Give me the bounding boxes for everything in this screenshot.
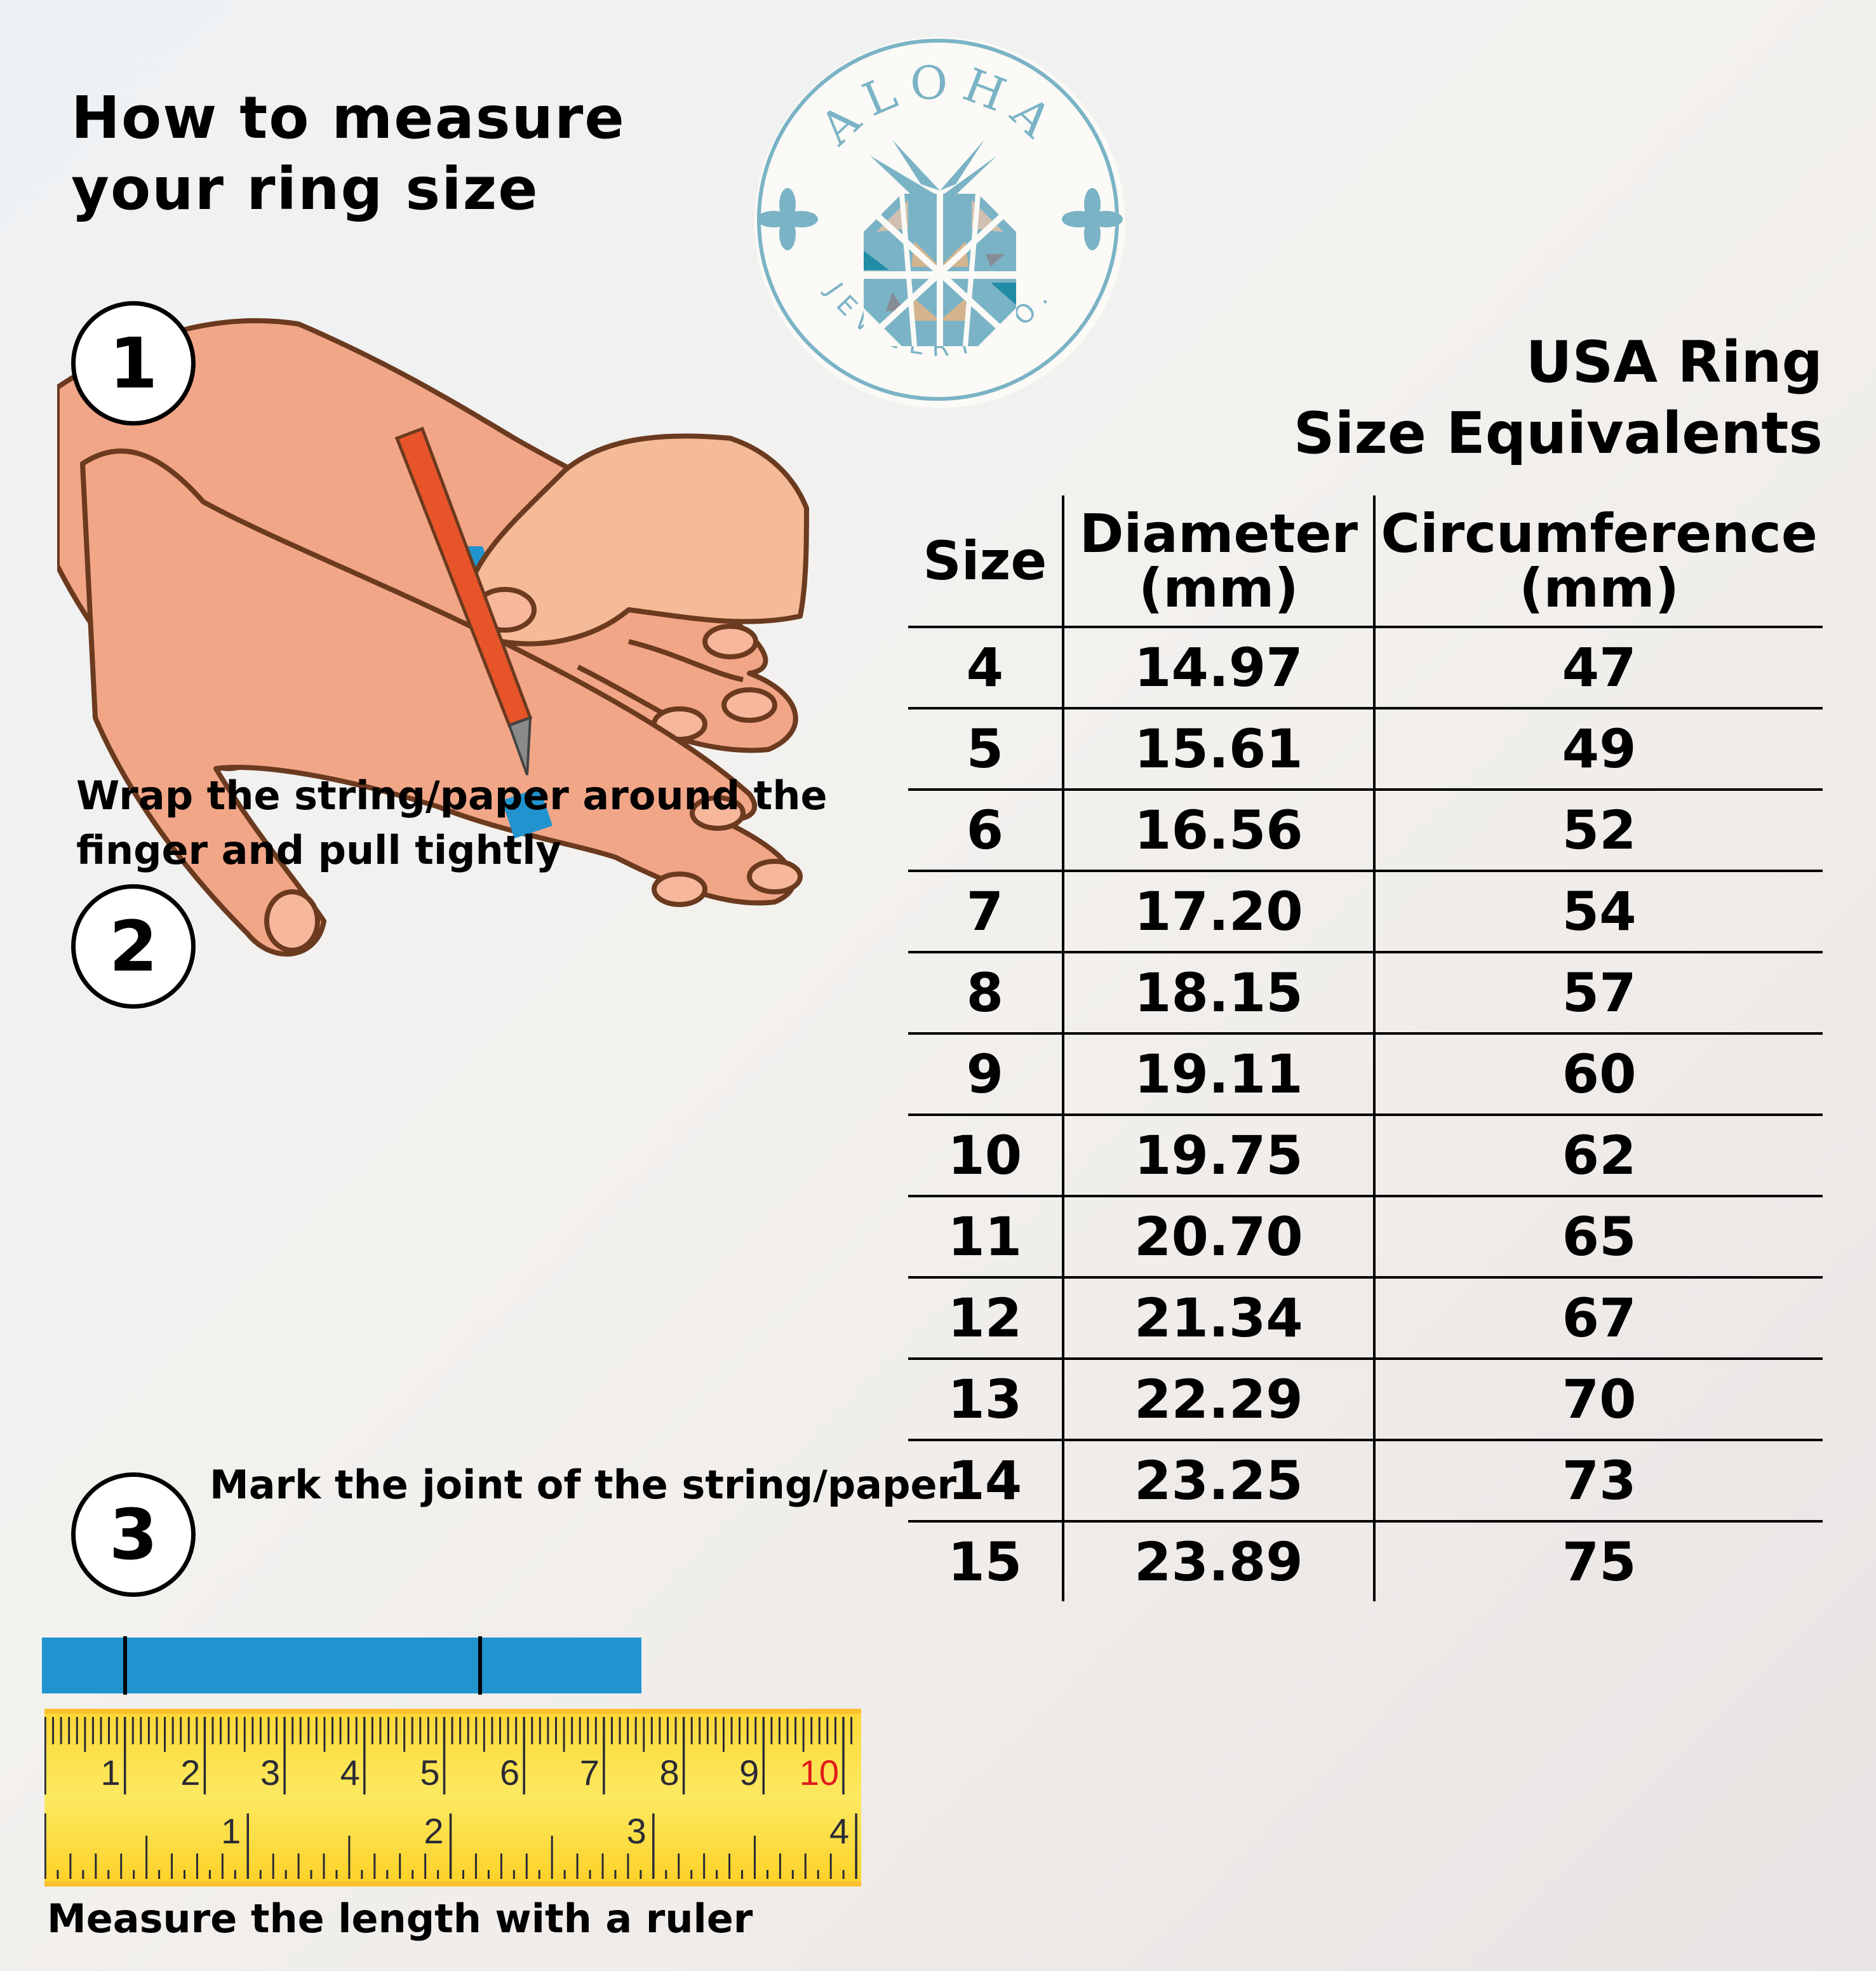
cell-diameter: 22.29 [1061,1359,1375,1441]
cell-circumference: 57 [1373,952,1823,1035]
cell-diameter: 23.89 [1061,1521,1375,1601]
cm-label: 6 [500,1752,519,1793]
cm-label: 1 [101,1752,121,1793]
cell-diameter: 19.11 [1061,1033,1375,1116]
step-3-number: 3 [71,1472,196,1597]
cell-diameter: 18.15 [1061,952,1375,1035]
cell-circumference: 49 [1373,708,1823,791]
cell-diameter: 19.75 [1061,1115,1375,1197]
table-title: USA Ring Size Equivalents [1293,329,1823,467]
cell-circumference: 67 [1373,1277,1823,1360]
cell-circumference: 73 [1373,1440,1823,1523]
cell-size: 5 [908,708,1063,791]
ring-size-table: Size Diameter (mm) Circumference (mm) 4 14.… [908,495,1823,1601]
table-row: 10 19.75 62 [908,1115,1823,1197]
hand-illustrations [57,318,809,957]
step-2-text: Mark the joint of the string/paper [210,1462,957,1508]
table-row: 15 23.89 75 [908,1521,1823,1601]
cell-diameter: 14.97 [1061,627,1375,710]
cell-size: 11 [908,1196,1063,1279]
cm-label: 8 [659,1752,679,1793]
cell-diameter: 15.61 [1061,708,1375,791]
pencil-icon [394,426,533,776]
cell-diameter: 20.70 [1061,1196,1375,1279]
table-row: 14 23.25 73 [908,1440,1823,1523]
cell-size: 14 [908,1440,1063,1523]
flower-icon [757,188,818,250]
table-row: 6 16.56 52 [908,790,1823,872]
cell-diameter: 21.34 [1061,1277,1375,1360]
cell-circumference: 62 [1373,1115,1823,1197]
cell-size: 7 [908,871,1063,953]
table-row: 11 20.70 65 [908,1196,1823,1279]
table-row: 4 14.97 47 [908,627,1823,710]
inch-label: 3 [627,1811,647,1851]
header-size: Size [908,495,1063,628]
cell-size: 13 [908,1359,1063,1441]
inch-label: 2 [424,1811,443,1851]
table-row: 7 17.20 54 [908,871,1823,953]
cell-size: 4 [908,627,1063,710]
cm-label: 7 [580,1752,600,1793]
hand-2-illustration [80,433,809,957]
cell-size: 8 [908,952,1063,1035]
cell-size: 9 [908,1033,1063,1116]
step-1-number: 1 [71,301,196,426]
marked-string-strip [42,1636,641,1695]
table-row: 13 22.29 70 [908,1359,1823,1441]
cm-label: 3 [260,1752,280,1793]
step-2-number: 2 [71,884,196,1009]
string-icon [502,788,553,838]
table-row: 8 18.15 57 [908,952,1823,1035]
table-header-row: Size Diameter (mm) Circumference (mm) [908,495,1823,628]
cell-circumference: 47 [1373,627,1823,710]
cell-size: 12 [908,1277,1063,1360]
cell-diameter: 23.25 [1061,1440,1375,1523]
cell-circumference: 60 [1373,1033,1823,1116]
table-row: 5 15.61 49 [908,708,1823,791]
table-row: 12 21.34 67 [908,1277,1823,1360]
cell-size: 10 [908,1115,1063,1197]
cell-diameter: 17.20 [1061,871,1375,953]
cell-size: 15 [948,1531,1022,1593]
cell-diameter: 16.56 [1061,790,1375,872]
ruler: 1 2 3 4 5 6 7 8 9 101 2 3 4 [44,1709,861,1887]
flower-icon [1062,188,1123,250]
cm-label: 4 [340,1752,360,1793]
aloha-logo: ALOHA JEWELRY CO. [754,37,1125,408]
table-row: 9 19.11 60 [908,1033,1823,1116]
cell-circumference: 54 [1373,871,1823,953]
inch-label: 4 [829,1811,849,1851]
cell-circumference: 65 [1373,1196,1823,1279]
page-title: How to measure your ring size [71,84,626,223]
cell-circumference: 52 [1373,790,1823,872]
cell-circumference: 75 [1373,1521,1823,1601]
cm-label: 2 [180,1752,200,1793]
cell-circumference: 70 [1373,1359,1823,1441]
step-3-text: Measure the length with a ruler [47,1895,753,1942]
pineapple-gem-icon [861,193,1019,347]
header-circumference: Circumference (mm) [1373,495,1823,628]
cm-label: 5 [420,1752,439,1793]
step-1-text: Wrap the string/paper around the finger a… [76,772,827,873]
cm-label: 9 [739,1752,759,1793]
cell-size: 6 [908,790,1063,872]
inch-label: 1 [221,1811,241,1851]
header-diameter: Diameter (mm) [1061,495,1375,628]
cm-label: 10 [800,1752,839,1793]
